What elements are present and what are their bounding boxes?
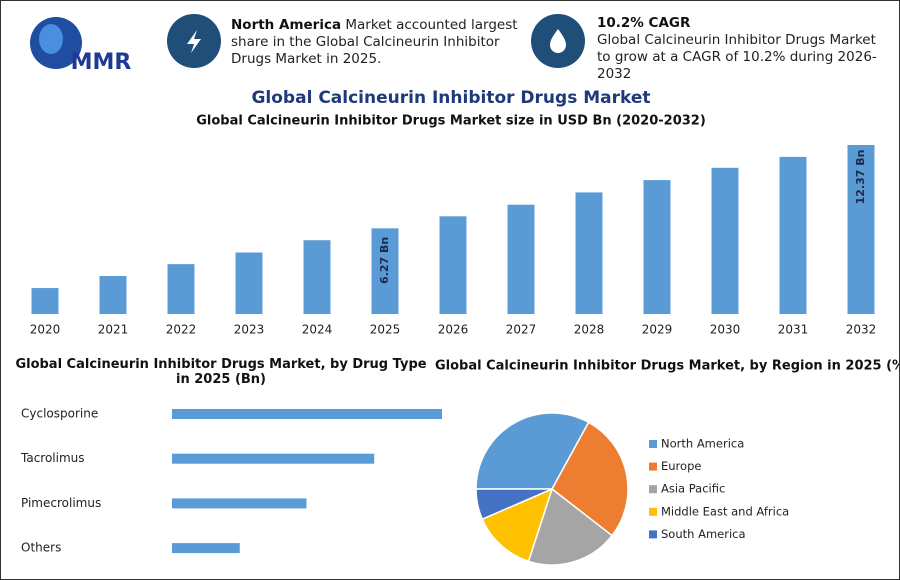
legend-swatch [649,440,657,448]
data-label: 6.27 Bn [378,237,391,284]
bar [167,264,195,314]
legend-swatch [649,462,657,471]
bar [439,216,467,314]
pie-slice [475,412,590,490]
icon-drop [550,29,566,53]
legend-swatch [649,530,657,539]
bar [575,192,603,314]
x-tick-label: 2024 [302,323,333,337]
bar [847,145,875,314]
bar [507,204,535,314]
pie-slice [527,487,614,566]
x-tick-label: 2023 [234,323,265,337]
bar [172,453,375,464]
legend-swatch [649,507,657,516]
x-tick-label: 2030 [710,323,741,337]
bar [235,252,263,314]
y-tick-label: Others [21,541,61,555]
pie-slice [481,487,554,563]
x-tick-label: 2031 [778,323,809,337]
info-box: 10.2% CAGR Global Calcineurin Inhibitor D… [597,15,882,83]
main-title: Global Calcineurin Inhibitor Drugs Marke… [251,88,650,108]
legend-label: Asia Pacific [661,482,725,496]
x-tick-label: 2020 [30,323,61,337]
bar [99,276,127,314]
bar [303,240,331,314]
chart-title: Global Calcineurin Inhibitor Drugs Marke… [15,357,427,387]
bar [643,180,671,314]
x-tick-label: 2032 [846,323,877,337]
x-tick-label: 2028 [574,323,605,337]
info-bold: North America [231,17,342,33]
y-tick-label: Pimecrolimus [21,496,101,510]
chart-title: Global Calcineurin Inhibitor Drugs Marke… [435,359,899,374]
x-tick-label: 2022 [166,323,197,337]
data-label: 12.37 Bn [854,150,867,205]
x-tick-label: 2025 [370,323,401,337]
chart-title: Global Calcineurin Inhibitor Drugs Marke… [196,114,706,129]
logo-land [39,24,63,54]
info-bold: 10.2% CAGR [597,15,691,31]
x-tick-label: 2026 [438,323,469,337]
info-box: North America Market accounted largest s… [231,17,526,68]
bar [779,156,807,314]
bar [172,409,442,419]
info-text: Global Calcineurin Inhibitor Drugs Marke… [597,32,877,82]
bar [711,167,739,314]
x-tick-label: 2021 [98,323,129,337]
bar [371,228,399,314]
icon-bolt [187,30,201,53]
pie-slice [551,421,629,537]
x-tick-label: 2027 [506,323,537,337]
info-text: Market accounted largest share in the Gl… [231,17,518,67]
legend-swatch [649,485,657,494]
bar [172,543,240,554]
y-tick-label: Cyclosporine [21,407,98,421]
bar [172,498,307,509]
bar [31,288,59,314]
y-tick-label: Tacrolimus [20,451,85,465]
logo-text: MMR [71,50,132,75]
x-tick-label: 2029 [642,323,673,337]
legend-label: Europe [661,459,701,473]
legend-label: South America [661,527,746,541]
legend-label: North America [661,437,744,451]
pie-slice [475,488,553,521]
legend-label: Middle East and Africa [661,504,789,518]
